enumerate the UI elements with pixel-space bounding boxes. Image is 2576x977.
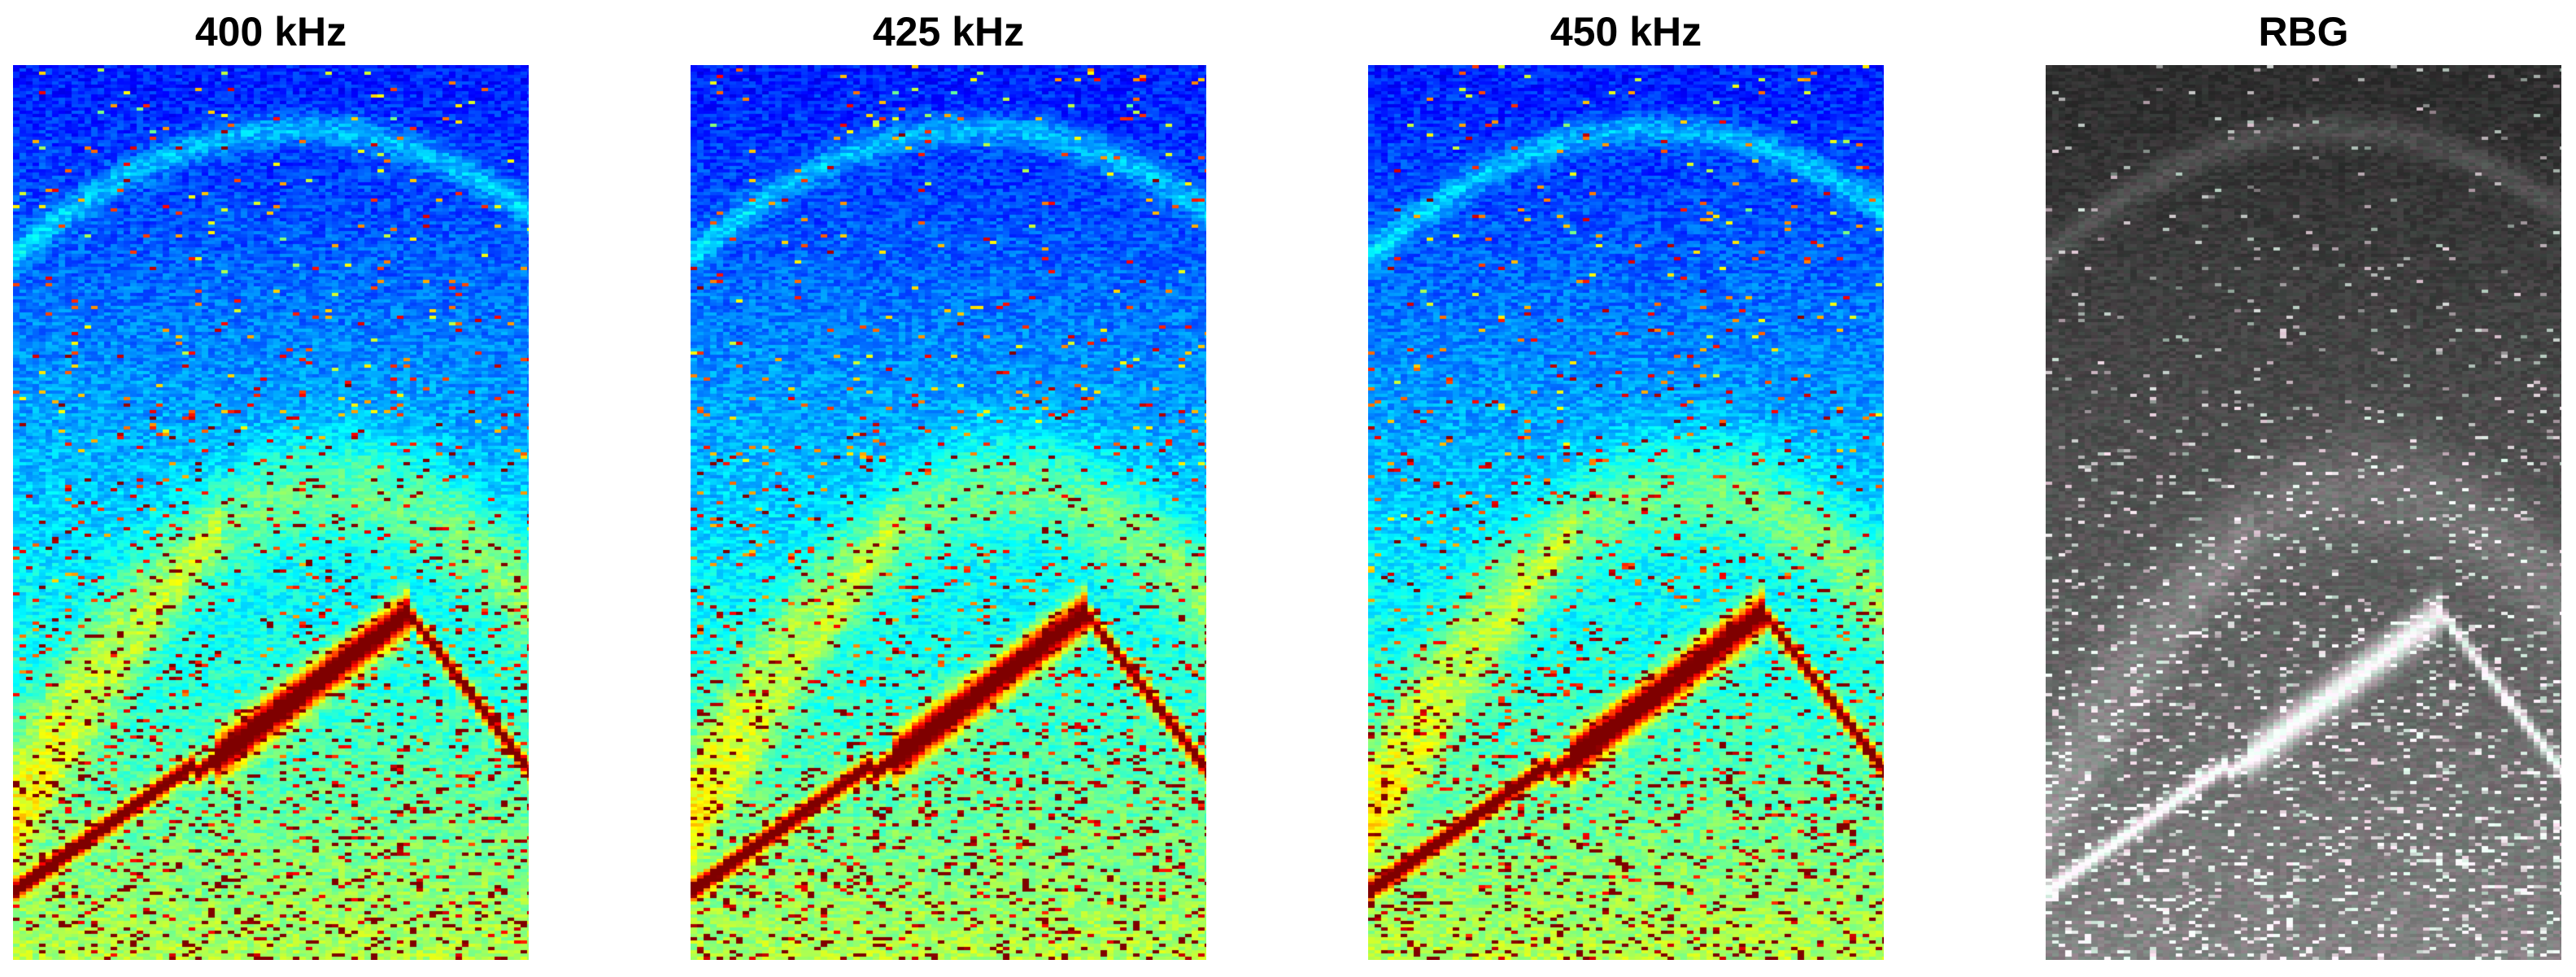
panel-title: 425 kHz — [872, 9, 1025, 55]
sonar-image-425khz — [691, 65, 1206, 960]
panel-title: 400 kHz — [194, 9, 347, 55]
panel-title: 450 kHz — [1550, 9, 1702, 55]
panel-title: RBG — [2258, 9, 2349, 55]
sonar-image-400khz — [13, 65, 529, 960]
panel-rbg: RBG — [2046, 0, 2561, 977]
panel-450khz: 450 kHz — [1368, 0, 1884, 977]
panel-400khz: 400 kHz — [13, 0, 529, 977]
sonar-image-rbg — [2046, 65, 2561, 960]
sonar-image-450khz — [1368, 65, 1884, 960]
panel-425khz: 425 kHz — [691, 0, 1206, 977]
